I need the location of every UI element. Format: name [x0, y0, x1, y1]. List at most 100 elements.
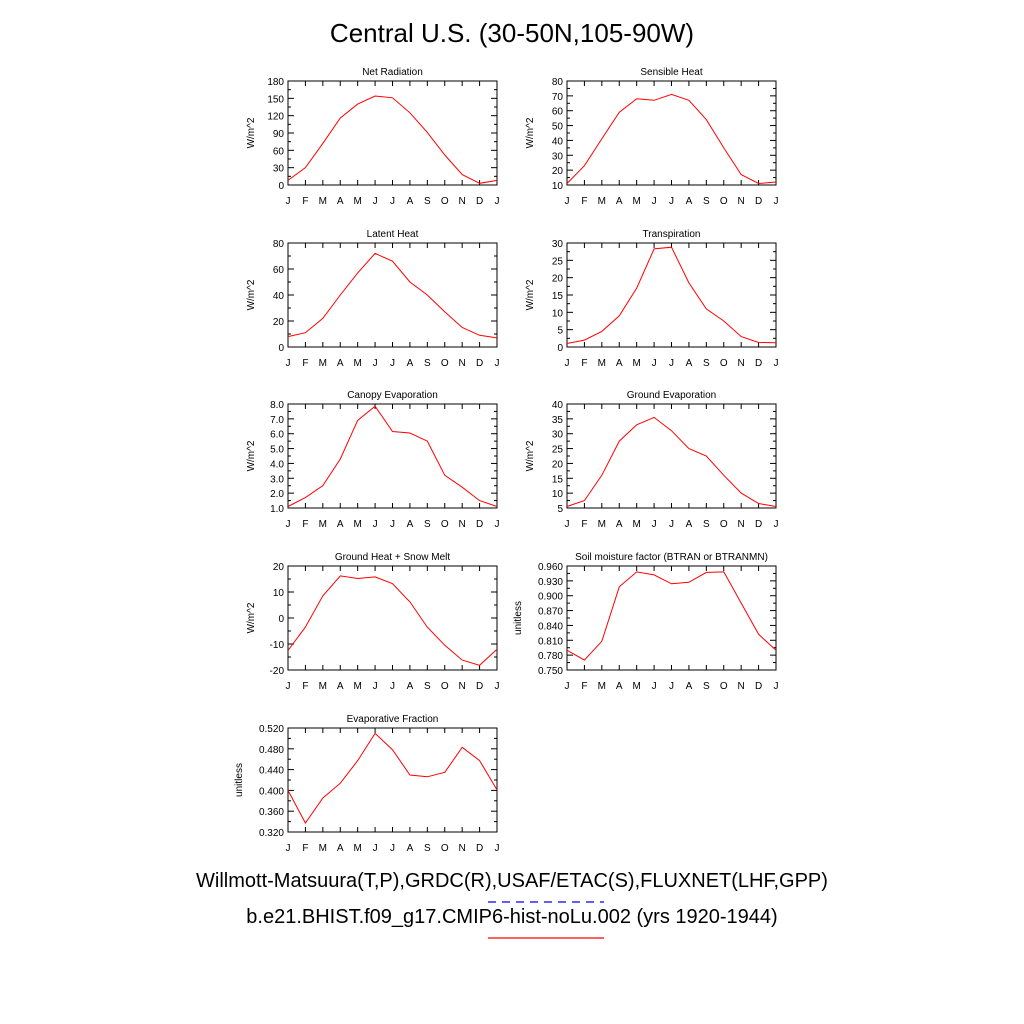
y-tick-label: 0.900: [538, 592, 563, 603]
x-tick-label: J: [669, 358, 674, 369]
x-tick-label: J: [774, 519, 779, 530]
x-tick-label: M: [632, 519, 640, 530]
x-tick-label: J: [286, 843, 291, 854]
series-line-model: [566, 571, 777, 661]
series-line-model: [287, 405, 498, 507]
x-tick-label: N: [459, 519, 466, 530]
x-tick-label: F: [581, 358, 587, 369]
x-tick-label: S: [424, 196, 431, 207]
y-tick-label: 40: [552, 136, 564, 147]
y-tick-label: 80: [273, 239, 285, 250]
x-tick-label: J: [373, 358, 378, 369]
x-tick-label: F: [302, 519, 308, 530]
series-line-model: [287, 732, 498, 824]
x-tick-label: J: [286, 358, 291, 369]
x-tick-label: J: [286, 519, 291, 530]
x-tick-label: M: [319, 681, 327, 692]
x-tick-label: S: [424, 681, 431, 692]
x-tick-label: J: [669, 196, 674, 207]
y-tick-label: 20: [552, 459, 564, 470]
x-tick-label: O: [720, 681, 728, 692]
y-tick-label: 6.0: [270, 430, 284, 441]
x-tick-label: M: [319, 519, 327, 530]
x-tick-label: J: [373, 843, 378, 854]
x-tick-label: M: [319, 843, 327, 854]
y-tick-label: 20: [552, 274, 564, 285]
y-axis-label: unitless: [234, 763, 245, 797]
x-tick-label: A: [337, 196, 344, 207]
plot-frame: [566, 80, 777, 186]
y-tick-label: 120: [267, 112, 284, 123]
y-tick-label: 1.0: [270, 504, 284, 515]
x-tick-label: A: [407, 519, 414, 530]
x-tick-label: O: [441, 843, 449, 854]
x-tick-label: J: [565, 358, 570, 369]
y-tick-label: 0.440: [259, 766, 284, 777]
x-tick-label: J: [565, 681, 570, 692]
plot-frame: [566, 565, 777, 671]
x-tick-label: M: [598, 681, 606, 692]
x-tick-label: A: [686, 681, 693, 692]
x-tick-label: J: [390, 843, 395, 854]
x-tick-label: N: [738, 681, 745, 692]
y-tick-label: 3.0: [270, 474, 284, 485]
x-tick-label: A: [686, 519, 693, 530]
x-tick-label: J: [286, 196, 291, 207]
x-tick-label: J: [652, 196, 657, 207]
x-tick-label: M: [319, 358, 327, 369]
x-tick-label: A: [337, 358, 344, 369]
x-tick-label: A: [616, 358, 623, 369]
plot-frame: [287, 242, 498, 348]
x-tick-label: J: [652, 519, 657, 530]
x-tick-label: J: [390, 358, 395, 369]
x-tick-label: N: [738, 196, 745, 207]
chart-title: Ground Evaporation: [627, 390, 717, 401]
y-tick-label: 0: [557, 343, 563, 354]
y-axis-label: W/m^2: [246, 440, 257, 471]
plot-frame: [287, 403, 498, 509]
y-tick-label: 5: [557, 504, 563, 515]
x-tick-label: F: [302, 358, 308, 369]
legend-model-label: b.e21.BHIST.f09_g17.CMIP6-hist-noLu.002 …: [246, 906, 778, 928]
x-tick-label: J: [390, 196, 395, 207]
x-tick-label: J: [373, 519, 378, 530]
y-tick-label: 70: [552, 92, 564, 103]
plot-frame: [566, 242, 777, 348]
y-tick-label: 0.960: [538, 562, 563, 573]
y-tick-label: 150: [267, 94, 284, 105]
y-tick-label: 0.840: [538, 621, 563, 632]
x-tick-label: O: [441, 681, 449, 692]
y-tick-label: 2.0: [270, 489, 284, 500]
y-tick-label: 0: [278, 343, 284, 354]
y-tick-label: 25: [552, 445, 564, 456]
y-tick-label: 5.0: [270, 445, 284, 456]
x-tick-label: O: [441, 196, 449, 207]
x-tick-label: S: [424, 519, 431, 530]
y-tick-label: 0.930: [538, 577, 563, 588]
chart-title: Ground Heat + Snow Melt: [335, 552, 451, 563]
y-tick-label: 0.750: [538, 666, 563, 677]
x-tick-label: J: [774, 358, 779, 369]
chart-panel-4: J F M A M J J A S O N D J051015202530TranspirationW/…: [525, 229, 779, 369]
x-tick-label: J: [373, 196, 378, 207]
x-tick-label: N: [738, 358, 745, 369]
y-tick-label: 30: [552, 239, 564, 250]
x-tick-label: J: [495, 358, 500, 369]
x-tick-label: A: [616, 196, 623, 207]
x-tick-label: N: [738, 519, 745, 530]
x-tick-label: O: [441, 358, 449, 369]
y-tick-label: -20: [270, 666, 285, 677]
y-axis-label: W/m^2: [525, 117, 536, 148]
y-tick-label: 30: [552, 151, 564, 162]
x-tick-label: J: [390, 681, 395, 692]
y-tick-label: 0.480: [259, 745, 284, 756]
x-tick-label: S: [703, 519, 710, 530]
x-tick-label: D: [755, 196, 762, 207]
y-tick-label: 0.780: [538, 651, 563, 662]
x-tick-label: D: [476, 196, 483, 207]
x-tick-label: M: [353, 843, 361, 854]
y-tick-label: 15: [552, 474, 564, 485]
